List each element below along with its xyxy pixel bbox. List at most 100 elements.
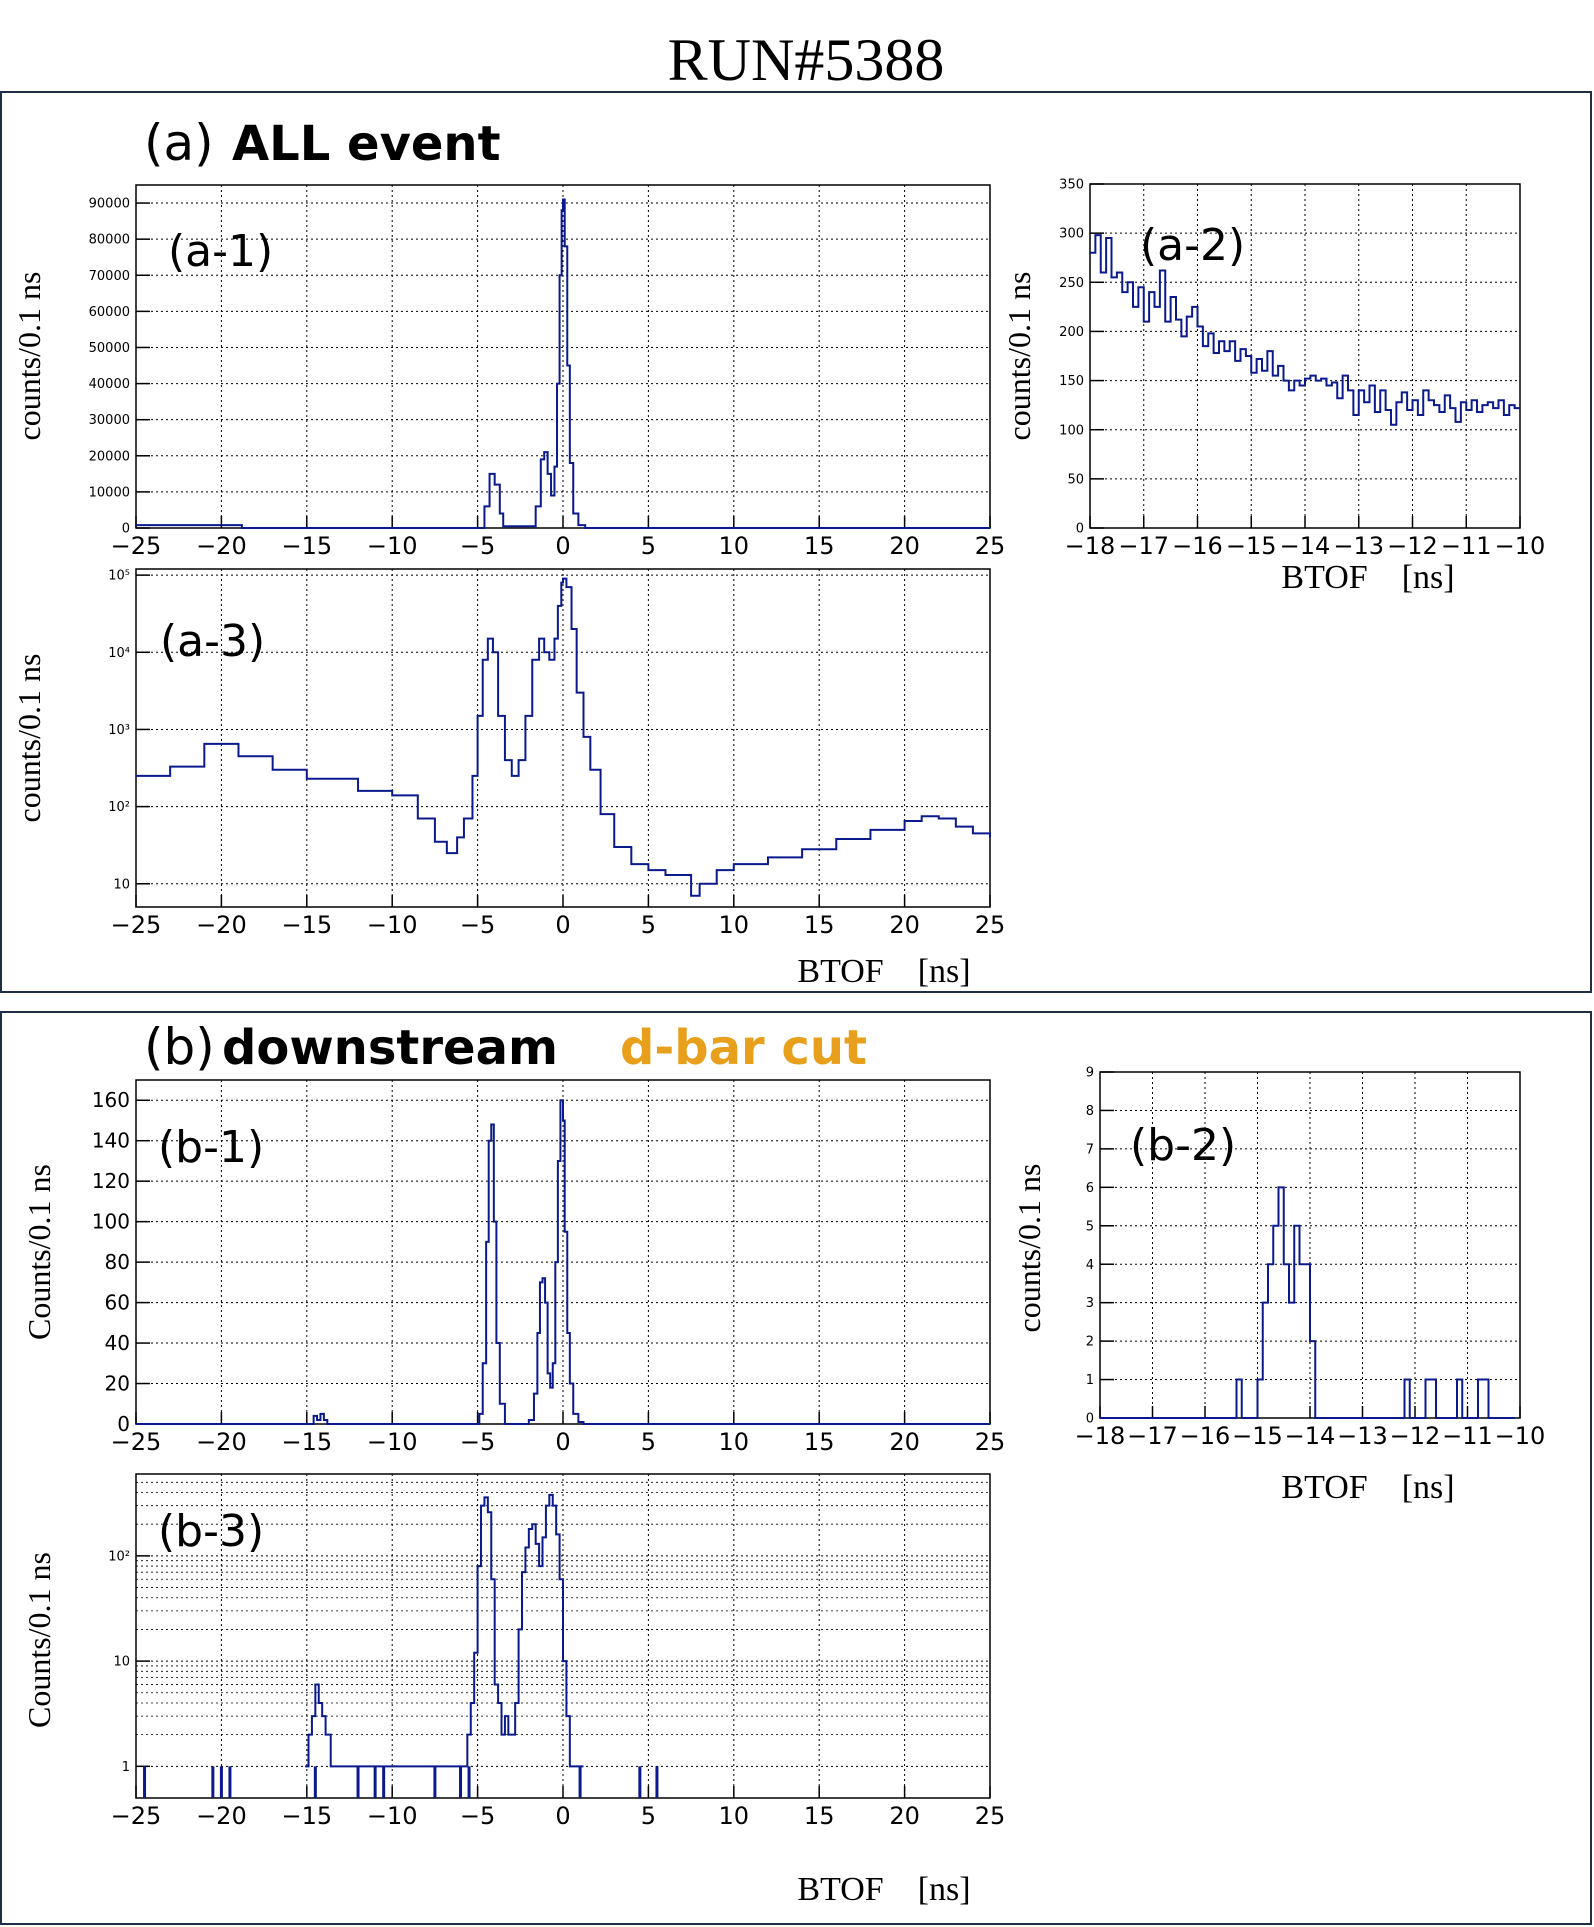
x-tick-label: −15 bbox=[281, 1428, 332, 1456]
y-tick-label: 120 bbox=[92, 1169, 130, 1193]
y-tick-label: 10⁵ bbox=[108, 569, 130, 584]
histogram-series bbox=[305, 1493, 584, 1768]
panel-b-frame bbox=[0, 1011, 1592, 1925]
y-axis-label: counts/0.1 ns bbox=[1011, 1164, 1047, 1333]
chart-a3: −25 −20 −15 −10 −5 0 5 10 15 20 25 10 10² 10³ 10⁴ 10⁵ co… bbox=[11, 568, 1006, 990]
x-tick-label: −11 bbox=[1442, 1422, 1493, 1450]
x-tick-label: −14 bbox=[1285, 1422, 1336, 1450]
x-tick-label: 10 bbox=[719, 1802, 750, 1830]
x-axis-label: BTOF [ns] bbox=[1281, 559, 1454, 596]
chart-label: (a-3) bbox=[160, 616, 265, 667]
x-tick-label: 15 bbox=[804, 532, 835, 560]
y-tick-label: 30000 bbox=[89, 413, 130, 428]
y-axis-label: counts/0.1 ns bbox=[1001, 272, 1037, 441]
x-tick-label: −25 bbox=[111, 1802, 162, 1830]
chart-a1: −25 −20 −15 −10 −5 0 5 10 15 20 25 0 10000 20000 30000… bbox=[11, 184, 1005, 560]
histogram-series bbox=[1100, 1186, 1515, 1419]
x-tick-label: −20 bbox=[196, 1428, 247, 1456]
x-tick-label: −15 bbox=[281, 1802, 332, 1830]
y-tick-label: 4 bbox=[1086, 1258, 1094, 1273]
y-tick-label: 250 bbox=[1059, 276, 1084, 291]
x-tick-label: −10 bbox=[367, 911, 418, 939]
x-tick-label: −20 bbox=[196, 911, 247, 939]
y-tick-label: 1 bbox=[122, 1760, 130, 1775]
panel-a-letter: (a) bbox=[144, 114, 214, 172]
y-tick-label: 10³ bbox=[108, 723, 130, 738]
x-tick-label: −25 bbox=[111, 1428, 162, 1456]
x-tick-label: −14 bbox=[1280, 532, 1331, 560]
x-tick-label: −15 bbox=[1232, 1422, 1283, 1450]
chart-label: (b-3) bbox=[158, 1506, 264, 1557]
x-axis-label: BTOF [ns] bbox=[1281, 1469, 1454, 1506]
chart-label: (b-1) bbox=[158, 1122, 264, 1173]
y-tick-label: 100 bbox=[1059, 423, 1084, 438]
y-tick-label: 10⁴ bbox=[108, 646, 130, 661]
y-tick-label: 60000 bbox=[89, 305, 130, 320]
x-tick-label: −15 bbox=[1226, 532, 1277, 560]
panel-b-label: downstream bbox=[222, 1020, 558, 1076]
x-tick-label: 20 bbox=[889, 1802, 920, 1830]
x-tick-label: 25 bbox=[975, 911, 1006, 939]
x-tick-label: −17 bbox=[1118, 532, 1169, 560]
y-tick-label: 20 bbox=[105, 1372, 130, 1396]
x-tick-label: −10 bbox=[367, 1428, 418, 1456]
y-tick-label: 0 bbox=[117, 1412, 130, 1436]
y-tick-label: 3 bbox=[1086, 1296, 1094, 1311]
panel-b-label-cut: d-bar cut bbox=[620, 1020, 867, 1076]
chart-b1: −25 −20 −15 −10 −5 0 5 10 15 20 25 0 20 40 60 80 100 120 1… bbox=[21, 1079, 1005, 1456]
x-tick-label: −10 bbox=[367, 1802, 418, 1830]
y-axis-label: counts/0.1 ns bbox=[11, 654, 47, 823]
histogram-series bbox=[1090, 234, 1520, 426]
y-tick-label: 0 bbox=[122, 522, 130, 537]
y-tick-label: 80 bbox=[105, 1250, 130, 1274]
figure-title: RUN#5388 bbox=[668, 27, 945, 93]
y-tick-label: 40 bbox=[105, 1331, 130, 1355]
x-tick-label: −18 bbox=[1065, 532, 1116, 560]
x-tick-label: −5 bbox=[460, 911, 495, 939]
y-tick-label: 300 bbox=[1059, 227, 1084, 242]
x-tick-label: −25 bbox=[111, 911, 162, 939]
y-tick-label: 10000 bbox=[89, 485, 130, 500]
x-axis-label: BTOF [ns] bbox=[797, 1871, 970, 1908]
y-tick-label: 90000 bbox=[89, 197, 130, 212]
x-tick-label: −5 bbox=[460, 532, 495, 560]
x-tick-label: 0 bbox=[555, 911, 570, 939]
panel-b-letter: (b) bbox=[144, 1018, 215, 1076]
x-tick-label: −13 bbox=[1333, 532, 1384, 560]
x-tick-label: −11 bbox=[1441, 532, 1492, 560]
x-tick-label: 15 bbox=[804, 1428, 835, 1456]
y-tick-label: 50000 bbox=[89, 341, 130, 356]
x-tick-label: 10 bbox=[719, 532, 750, 560]
x-tick-label: 20 bbox=[889, 532, 920, 560]
x-tick-label: −17 bbox=[1127, 1422, 1178, 1450]
histogram-series bbox=[136, 577, 991, 897]
chart-a2: −18 −17 −16 −15 −14 −13 −12 −11 −10 0 50 100 150 200 2… bbox=[1001, 178, 1545, 596]
y-tick-label: 0 bbox=[1076, 522, 1084, 537]
chart-b3: −25 −20 −15 −10 −5 0 5 10 15 20 25 1 10 10² Counts/0.1… bbox=[21, 1473, 1006, 1908]
x-tick-label: 20 bbox=[889, 911, 920, 939]
y-tick-label: 2 bbox=[1086, 1335, 1094, 1350]
y-tick-label: 150 bbox=[1059, 374, 1084, 389]
x-tick-label: −15 bbox=[281, 532, 332, 560]
y-tick-label: 0 bbox=[1086, 1412, 1094, 1427]
x-tick-label: 5 bbox=[641, 1802, 656, 1830]
y-tick-label: 9 bbox=[1086, 1066, 1094, 1081]
y-tick-label: 1 bbox=[1086, 1373, 1094, 1388]
x-tick-label: −25 bbox=[111, 532, 162, 560]
x-tick-label: 0 bbox=[555, 532, 570, 560]
x-tick-label: −12 bbox=[1390, 1422, 1441, 1450]
histogram-series bbox=[136, 1099, 990, 1425]
y-tick-label: 200 bbox=[1059, 325, 1084, 340]
x-tick-label: 0 bbox=[555, 1428, 570, 1456]
y-tick-label: 50 bbox=[1067, 472, 1084, 487]
x-tick-label: −5 bbox=[460, 1802, 495, 1830]
chart-label: (a-2) bbox=[1140, 220, 1245, 271]
y-axis-label: Counts/0.1 ns bbox=[21, 1164, 57, 1340]
y-tick-label: 80000 bbox=[89, 233, 130, 248]
x-tick-label: 25 bbox=[975, 1802, 1006, 1830]
x-tick-label: 5 bbox=[641, 911, 656, 939]
x-tick-label: −20 bbox=[196, 532, 247, 560]
y-tick-label: 10² bbox=[108, 1549, 130, 1564]
x-tick-label: −10 bbox=[1495, 1422, 1546, 1450]
x-tick-label: 5 bbox=[641, 1428, 656, 1456]
